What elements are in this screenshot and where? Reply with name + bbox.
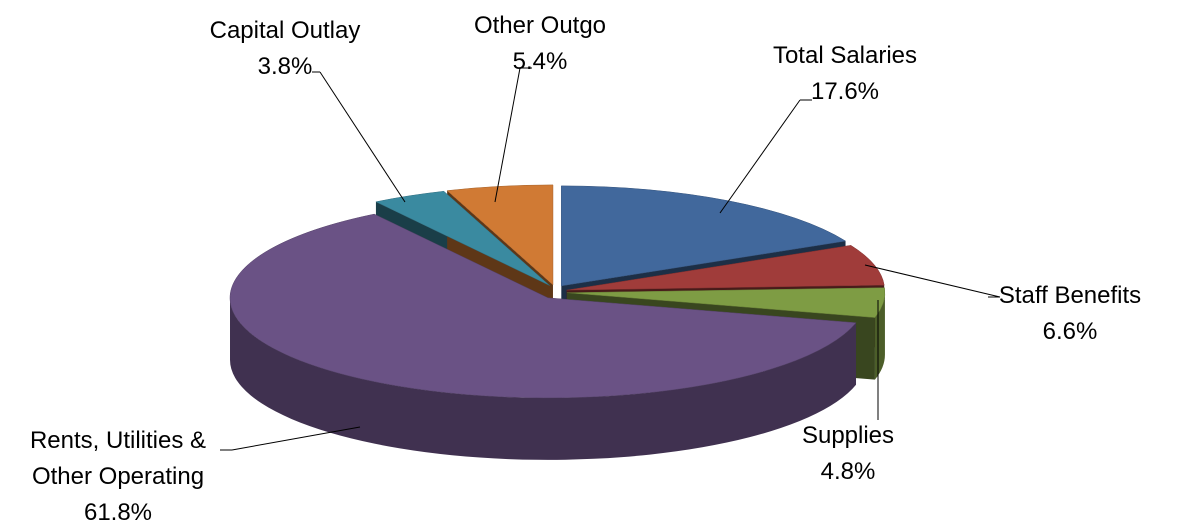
slice-label: Other Outgo — [473, 12, 607, 39]
value-label: 61.8% — [83, 499, 153, 526]
value-label: 3.8% — [257, 53, 313, 80]
leader-line — [231, 426, 361, 451]
slice — [446, 184, 554, 286]
slice-label: Supplies — [801, 422, 895, 449]
slice — [229, 213, 857, 399]
slice-label: Capital Outlay — [209, 17, 361, 44]
slice — [566, 245, 885, 291]
value-label: 6.6% — [1042, 318, 1098, 345]
slice — [375, 190, 550, 286]
leader-line — [319, 71, 406, 203]
leader-line — [864, 264, 1001, 298]
slice-side — [230, 297, 857, 460]
value-label: 17.6% — [810, 78, 880, 105]
slice-label: Rents, Utilities & Other Operating — [29, 427, 207, 490]
leader-line — [494, 67, 521, 203]
value-label: 5.4% — [512, 48, 568, 75]
slice-label: Staff Benefits — [998, 282, 1142, 309]
slice-label: Total Salaries — [772, 42, 918, 69]
slice-tops — [229, 184, 886, 399]
leader-line — [719, 99, 801, 214]
slice — [566, 287, 886, 318]
value-label: 4.8% — [820, 458, 876, 485]
